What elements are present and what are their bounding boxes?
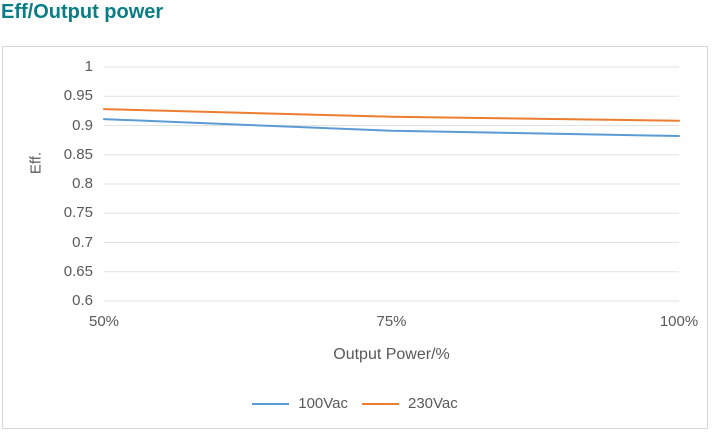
y-tick-label: 0.75 bbox=[63, 204, 93, 222]
legend-label: 100Vac bbox=[298, 395, 348, 412]
x-tick-label: 75% bbox=[376, 313, 407, 330]
x-tick-label: 50% bbox=[88, 313, 120, 330]
x-axis-title: Output Power/% bbox=[333, 346, 450, 363]
y-tick-label: 0.9 bbox=[72, 116, 93, 134]
legend-item-230vac: 230Vac bbox=[362, 395, 458, 412]
y-tick-label: 0.65 bbox=[63, 262, 93, 280]
plot-area bbox=[103, 66, 680, 302]
legend: 100Vac 230Vac bbox=[3, 395, 707, 412]
y-tick-label: 0.95 bbox=[63, 87, 93, 105]
series-line-230vac bbox=[103, 108, 680, 122]
plot-svg bbox=[103, 66, 680, 302]
legend-line-swatch bbox=[252, 402, 290, 405]
legend-label: 230Vac bbox=[408, 395, 458, 412]
y-tick-label: 0.6 bbox=[72, 292, 93, 309]
y-tick-label: 0.85 bbox=[63, 145, 93, 163]
legend-line-swatch bbox=[362, 402, 399, 405]
chart-title: Eff/Output power bbox=[1, 1, 164, 23]
legend-item-100vac: 100Vac bbox=[252, 395, 348, 412]
chart-frame: Eff. 1 0.95 0.9 0.85 0.8 0.75 0.7 0.65 0.6 50% 75… bbox=[2, 46, 708, 429]
y-tick-label: 1 bbox=[84, 58, 93, 75]
y-tick-label: 0.7 bbox=[72, 233, 93, 251]
series-line-100vac bbox=[103, 118, 680, 137]
x-tick-label: 100% bbox=[659, 313, 699, 330]
y-tick-label: 0.8 bbox=[72, 175, 93, 192]
